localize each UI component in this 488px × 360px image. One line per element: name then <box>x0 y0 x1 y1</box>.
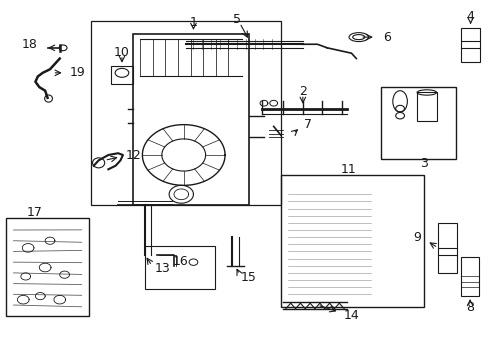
Text: 9: 9 <box>412 231 420 244</box>
Bar <box>281 175 424 307</box>
Text: 4: 4 <box>466 10 473 23</box>
Text: 13: 13 <box>154 262 170 275</box>
Text: 5: 5 <box>233 13 241 27</box>
Bar <box>416 93 436 121</box>
Text: 18: 18 <box>22 39 38 51</box>
Text: 19: 19 <box>69 66 85 79</box>
Text: 15: 15 <box>241 271 257 284</box>
Text: 11: 11 <box>341 163 356 176</box>
Text: 3: 3 <box>420 157 427 170</box>
Text: 12: 12 <box>125 149 141 162</box>
Bar <box>437 223 457 273</box>
Text: 16: 16 <box>172 255 188 268</box>
Bar <box>380 87 455 158</box>
Bar <box>460 257 478 296</box>
Bar <box>6 217 89 316</box>
Text: 8: 8 <box>465 301 473 314</box>
Bar <box>91 21 281 205</box>
Text: 1: 1 <box>189 16 197 29</box>
Bar <box>144 246 215 289</box>
Text: 6: 6 <box>382 31 390 44</box>
Text: 10: 10 <box>114 46 130 59</box>
Text: 7: 7 <box>304 118 312 131</box>
Text: 14: 14 <box>343 309 358 321</box>
Text: 2: 2 <box>298 85 306 98</box>
Bar <box>460 28 479 62</box>
Bar <box>132 33 249 205</box>
Bar <box>111 66 132 84</box>
Text: 17: 17 <box>26 206 42 219</box>
